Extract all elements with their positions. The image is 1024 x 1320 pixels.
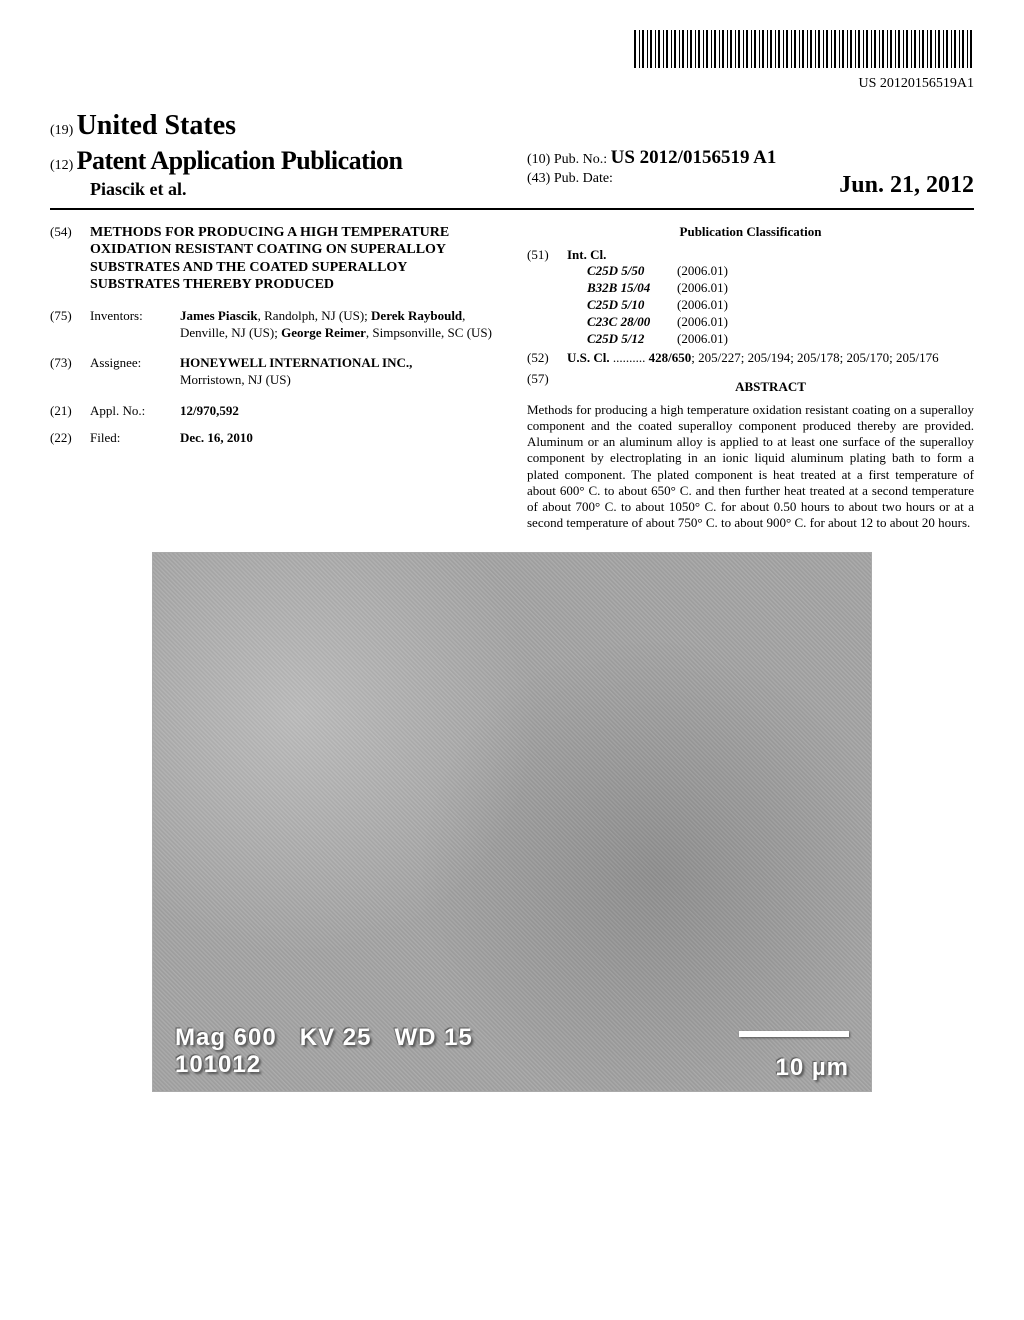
intcl-year: (2006.01) [677, 297, 974, 314]
right-column: Publication Classification (51) Int. Cl.… [527, 224, 974, 532]
country-code: (19) [50, 123, 73, 138]
micrograph-footer: Mag 600 KV 25 WD 15 101012 10 µm [153, 1021, 871, 1091]
barcode-region: US 20120156519A1 [50, 30, 974, 93]
intcl-sym: C23C 28/00 [567, 314, 677, 331]
uscl-label: U.S. Cl. [567, 350, 610, 365]
assignee-code: (73) [50, 355, 90, 389]
intcl-code: (51) [527, 247, 567, 348]
intcl-row: B32B 15/04(2006.01) [567, 280, 974, 297]
scale-bar [739, 1031, 849, 1037]
title-field: (54) METHODS FOR PRODUCING A HIGH TEMPER… [50, 224, 497, 294]
country-line: (19) United States [50, 108, 497, 144]
pub-date-label: Pub. Date: [554, 171, 613, 186]
applno-value: 12/970,592 [180, 403, 497, 420]
pub-type-line: (12) Patent Application Publication [50, 144, 497, 178]
pub-date-code: (43) [527, 171, 550, 186]
abstract-heading: ABSTRACT [567, 379, 974, 396]
uscl-dots: .......... [610, 350, 646, 365]
intcl-block: Int. Cl. C25D 5/50(2006.01) B32B 15/04(2… [567, 247, 974, 348]
pub-no-label: Pub. No.: [554, 152, 607, 167]
intcl-label: Int. Cl. [567, 247, 974, 264]
inventors-code: (75) [50, 308, 90, 342]
abstract-text: Methods for producing a high temperature… [527, 402, 974, 532]
pub-no-line: (10) Pub. No.: US 2012/0156519 A1 [527, 146, 974, 171]
title-code: (54) [50, 224, 90, 294]
intcl-sym: C25D 5/10 [567, 297, 677, 314]
intcl-sym: C25D 5/12 [567, 331, 677, 348]
header-right: (10) Pub. No.: US 2012/0156519 A1 (43) P… [497, 146, 974, 202]
micrograph-id: 101012 [175, 1051, 261, 1078]
left-column: (54) METHODS FOR PRODUCING A HIGH TEMPER… [50, 224, 497, 532]
intcl-table: C25D 5/50(2006.01) B32B 15/04(2006.01) C… [567, 263, 974, 347]
filed-value: Dec. 16, 2010 [180, 430, 497, 447]
inventors-list: James Piascik, Randolph, NJ (US); Derek … [180, 308, 497, 342]
micrograph-kv: KV 25 [300, 1024, 372, 1051]
pub-no-code: (10) [527, 152, 550, 167]
intcl-row: C23C 28/00(2006.01) [567, 314, 974, 331]
pub-type: Patent Application Publication [77, 146, 403, 175]
micrograph-wd: WD 15 [394, 1024, 472, 1051]
applno-label: Appl. No.: [90, 403, 180, 420]
applno-code: (21) [50, 403, 90, 420]
micrograph-scale-block: 10 µm [739, 1020, 849, 1082]
filed-code: (22) [50, 430, 90, 447]
biblio-columns: (54) METHODS FOR PRODUCING A HIGH TEMPER… [50, 224, 974, 532]
intcl-row: C25D 5/10(2006.01) [567, 297, 974, 314]
micrograph-params: Mag 600 KV 25 WD 15 101012 [175, 1025, 473, 1078]
assignee-name: HONEYWELL INTERNATIONAL INC., [180, 355, 412, 370]
barcode-graphic [634, 30, 974, 68]
intcl-year: (2006.01) [677, 314, 974, 331]
barcode-label: US 20120156519A1 [50, 75, 974, 93]
filed-field: (22) Filed: Dec. 16, 2010 [50, 430, 497, 447]
uscl-primary: 428/650 [649, 350, 692, 365]
inventor-name: George Reimer [281, 325, 366, 340]
pub-no-value: US 2012/0156519 A1 [611, 147, 777, 168]
abstract-header-row: (57) ABSTRACT [527, 371, 974, 402]
intcl-sym: B32B 15/04 [567, 280, 677, 297]
micrograph-mag: Mag 600 [175, 1024, 277, 1051]
sem-micrograph: Mag 600 KV 25 WD 15 101012 10 µm [152, 552, 872, 1092]
intcl-year: (2006.01) [677, 331, 974, 348]
inventor-name: Derek Raybould [371, 308, 462, 323]
applno-field: (21) Appl. No.: 12/970,592 [50, 403, 497, 420]
assignee-value: HONEYWELL INTERNATIONAL INC., Morristown… [180, 355, 497, 389]
micrograph-scale: 10 µm [775, 1054, 849, 1081]
inventor-loc: , Randolph, NJ (US); [258, 308, 371, 323]
filed-label: Filed: [90, 430, 180, 447]
header-left: (19) United States (12) Patent Applicati… [50, 108, 497, 202]
intcl-sym: C25D 5/50 [567, 263, 677, 280]
authors-line: Piascik et al. [50, 178, 497, 201]
assignee-field: (73) Assignee: HONEYWELL INTERNATIONAL I… [50, 355, 497, 389]
intcl-row: C25D 5/12(2006.01) [567, 331, 974, 348]
assignee-loc: Morristown, NJ (US) [180, 372, 291, 387]
abstract-code: (57) [527, 371, 567, 402]
inventors-field: (75) Inventors: James Piascik, Randolph,… [50, 308, 497, 342]
pub-type-code: (12) [50, 158, 73, 173]
classification-heading: Publication Classification [527, 224, 974, 241]
country-name: United States [77, 110, 236, 141]
uscl-field: (52) U.S. Cl. .......... 428/650; 205/22… [527, 350, 974, 367]
inventor-name: James Piascik [180, 308, 258, 323]
intcl-year: (2006.01) [677, 280, 974, 297]
uscl-code: (52) [527, 350, 567, 367]
uscl-rest: ; 205/227; 205/194; 205/178; 205/170; 20… [691, 350, 938, 365]
intcl-year: (2006.01) [677, 263, 974, 280]
assignee-label: Assignee: [90, 355, 180, 389]
pub-date-line: (43) Pub. Date: Jun. 21, 2012 [527, 170, 974, 188]
invention-title: METHODS FOR PRODUCING A HIGH TEMPERATURE… [90, 224, 497, 294]
inventors-label: Inventors: [90, 308, 180, 342]
intcl-row: C25D 5/50(2006.01) [567, 263, 974, 280]
header-block: (19) United States (12) Patent Applicati… [50, 108, 974, 210]
pub-date-value: Jun. 21, 2012 [839, 170, 974, 201]
uscl-value: U.S. Cl. .......... 428/650; 205/227; 20… [567, 350, 974, 367]
intcl-field: (51) Int. Cl. C25D 5/50(2006.01) B32B 15… [527, 247, 974, 348]
inventor-loc: , Simpsonville, SC (US) [366, 325, 492, 340]
